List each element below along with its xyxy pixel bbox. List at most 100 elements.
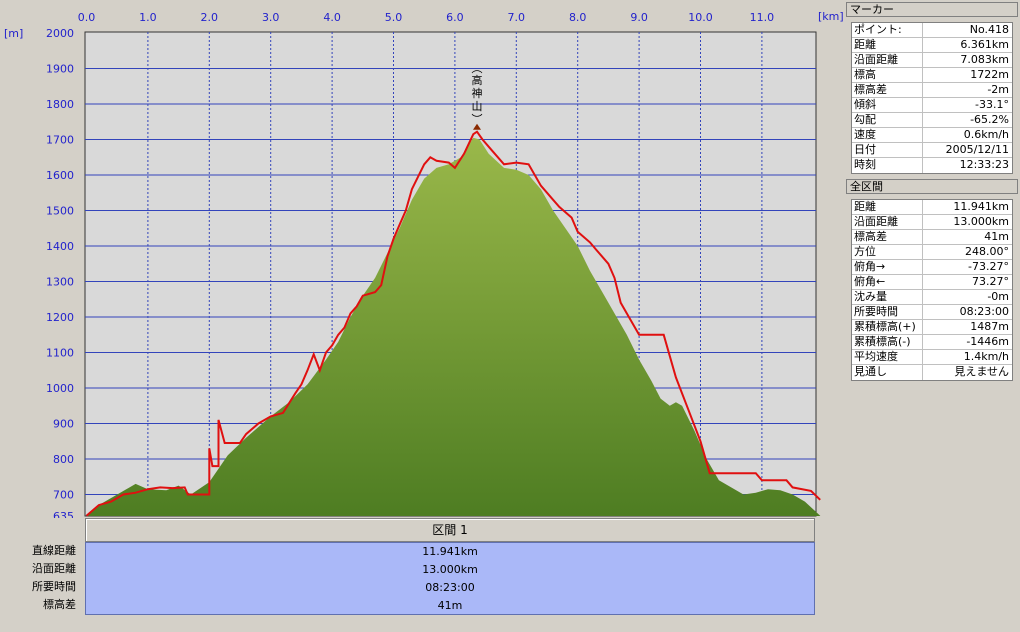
peak-label-char: 山 bbox=[472, 100, 483, 113]
info-row: 日付 2005/12/11 bbox=[852, 143, 1012, 158]
info-value: 6.361km bbox=[960, 38, 1009, 51]
info-key: 沿面距離 bbox=[852, 53, 923, 67]
info-row: 時刻 12:33:23 bbox=[852, 158, 1012, 173]
info-key: 距離 bbox=[852, 38, 923, 52]
y-tick-label: 1600 bbox=[46, 169, 74, 182]
info-value: 11.941km bbox=[953, 200, 1009, 213]
y-tick-label: 1200 bbox=[46, 311, 74, 324]
info-row: 距離 11.941km bbox=[852, 200, 1012, 215]
section-panel: 距離 11.941km 沿面距離 13.000km 標高差 41m 方位 248.00° 俯角→… bbox=[851, 199, 1013, 381]
summary-label: 標高差 bbox=[43, 598, 76, 611]
info-key: 距離 bbox=[852, 200, 923, 214]
info-row: 俯角→ -73.27° bbox=[852, 260, 1012, 275]
info-row: 標高差 41m bbox=[852, 230, 1012, 245]
info-value: 2005/12/11 bbox=[945, 143, 1009, 156]
summary-value: 41m bbox=[437, 599, 463, 612]
peak-annotation: ︵高神山︶ bbox=[472, 62, 483, 130]
x-tick-label: 11.0 bbox=[750, 11, 775, 24]
elevation-chart: 0.0 1.0 2.0 3.0 4.0 5.0 6.0 7.0 8.0 9.0 10.0 11.0 2… bbox=[4, 10, 844, 518]
info-key: 見通し bbox=[852, 365, 923, 380]
info-key: 標高 bbox=[852, 68, 923, 82]
chart-series bbox=[85, 130, 821, 517]
info-value: -73.27° bbox=[968, 260, 1009, 273]
info-row: 方位 248.00° bbox=[852, 245, 1012, 260]
summary-values: 11.941km 13.000km 08:23:00 41m bbox=[85, 542, 815, 615]
info-row: 速度 0.6km/h bbox=[852, 128, 1012, 143]
y-tick-label: 1400 bbox=[46, 240, 74, 253]
y-tick-label: 800 bbox=[53, 453, 74, 466]
info-value: 7.083km bbox=[960, 53, 1009, 66]
info-value: 13.000km bbox=[953, 215, 1009, 228]
peak-label-bracket-open: ︵ bbox=[472, 62, 483, 75]
y-tick-label: 1500 bbox=[46, 205, 74, 218]
info-key: 標高差 bbox=[852, 83, 923, 97]
info-row: 平均速度 1.4km/h bbox=[852, 350, 1012, 365]
summary-value: 13.000km bbox=[422, 563, 478, 576]
info-row: 見通し 見えません bbox=[852, 365, 1012, 380]
info-key: 所要時間 bbox=[852, 305, 923, 319]
info-value: -65.2% bbox=[970, 113, 1009, 126]
y-axis-unit: [m] bbox=[4, 27, 23, 40]
y-tick-label: 900 bbox=[53, 418, 74, 431]
info-row: 所要時間 08:23:00 bbox=[852, 305, 1012, 320]
elevation-area bbox=[86, 137, 821, 516]
info-value: 41m bbox=[984, 230, 1009, 243]
info-value: -0m bbox=[987, 290, 1009, 303]
info-row: 沿面距離 13.000km bbox=[852, 215, 1012, 230]
x-tick-label: 7.0 bbox=[508, 11, 526, 24]
info-key: 平均速度 bbox=[852, 350, 923, 364]
marker-panel: ポイント: No.418 距離 6.361km 沿面距離 7.083km 標高 1722m 標高… bbox=[851, 22, 1013, 174]
y-tick-label: 2000 bbox=[46, 27, 74, 40]
summary-label: 所要時間 bbox=[32, 580, 76, 593]
y-axis-ticks: 2000 1900 1800 1700 1600 1500 1400 1300 1200 1100… bbox=[46, 27, 74, 518]
x-tick-label: 2.0 bbox=[201, 11, 219, 24]
info-value: 見えません bbox=[954, 365, 1009, 378]
section-panel-title: 全区間 bbox=[846, 179, 1018, 194]
summary-value: 08:23:00 bbox=[425, 581, 475, 594]
info-value: 12:33:23 bbox=[959, 158, 1009, 171]
x-tick-label: 3.0 bbox=[262, 11, 280, 24]
info-value: 0.6km/h bbox=[963, 128, 1009, 141]
info-key: 累積標高(-) bbox=[852, 335, 923, 349]
info-row: ポイント: No.418 bbox=[852, 23, 1012, 38]
info-row: 沿面距離 7.083km bbox=[852, 53, 1012, 68]
info-value: -2m bbox=[987, 83, 1009, 96]
summary-value: 11.941km bbox=[422, 545, 478, 558]
y-tick-label: 1800 bbox=[46, 98, 74, 111]
info-value: -33.1° bbox=[975, 98, 1009, 111]
summary-label: 直線距離 bbox=[32, 544, 76, 557]
info-row: 標高 1722m bbox=[852, 68, 1012, 83]
x-tick-label: 5.0 bbox=[385, 11, 403, 24]
info-key: 方位 bbox=[852, 245, 923, 259]
marker-panel-title: マーカー bbox=[846, 2, 1018, 17]
track-line bbox=[85, 130, 821, 517]
section-header[interactable]: 区間 1 bbox=[85, 518, 815, 542]
info-key: 勾配 bbox=[852, 113, 923, 127]
info-row: 沈み量 -0m bbox=[852, 290, 1012, 305]
x-tick-label: 4.0 bbox=[323, 11, 341, 24]
y-tick-label: 1100 bbox=[46, 347, 74, 360]
x-tick-label: 8.0 bbox=[569, 11, 587, 24]
info-key: 沈み量 bbox=[852, 290, 923, 304]
info-value: 1722m bbox=[970, 68, 1009, 81]
info-value: 1.4km/h bbox=[963, 350, 1009, 363]
peak-label-char: 高 bbox=[472, 73, 483, 87]
y-tick-label: 700 bbox=[53, 489, 74, 502]
y-tick-label: 1900 bbox=[46, 63, 74, 76]
info-value: No.418 bbox=[969, 23, 1009, 36]
y-tick-label: 1000 bbox=[46, 382, 74, 395]
info-row: 累積標高(+) 1487m bbox=[852, 320, 1012, 335]
y-tick-label: 635 bbox=[53, 510, 74, 518]
peak-label-char: 神 bbox=[472, 86, 483, 100]
info-key: 日付 bbox=[852, 143, 923, 157]
x-tick-label: 1.0 bbox=[139, 11, 157, 24]
info-row: 標高差 -2m bbox=[852, 83, 1012, 98]
x-tick-label: 10.0 bbox=[688, 11, 713, 24]
x-axis-ticks: 0.0 1.0 2.0 3.0 4.0 5.0 6.0 7.0 8.0 9.0 10.0 11.0 bbox=[78, 11, 774, 24]
summary-label: 沿面距離 bbox=[32, 562, 76, 575]
info-key: 俯角← bbox=[852, 275, 923, 289]
info-value: -1446m bbox=[966, 335, 1009, 348]
info-row: 傾斜 -33.1° bbox=[852, 98, 1012, 113]
info-key: 傾斜 bbox=[852, 98, 923, 112]
info-key: ポイント: bbox=[852, 23, 923, 37]
